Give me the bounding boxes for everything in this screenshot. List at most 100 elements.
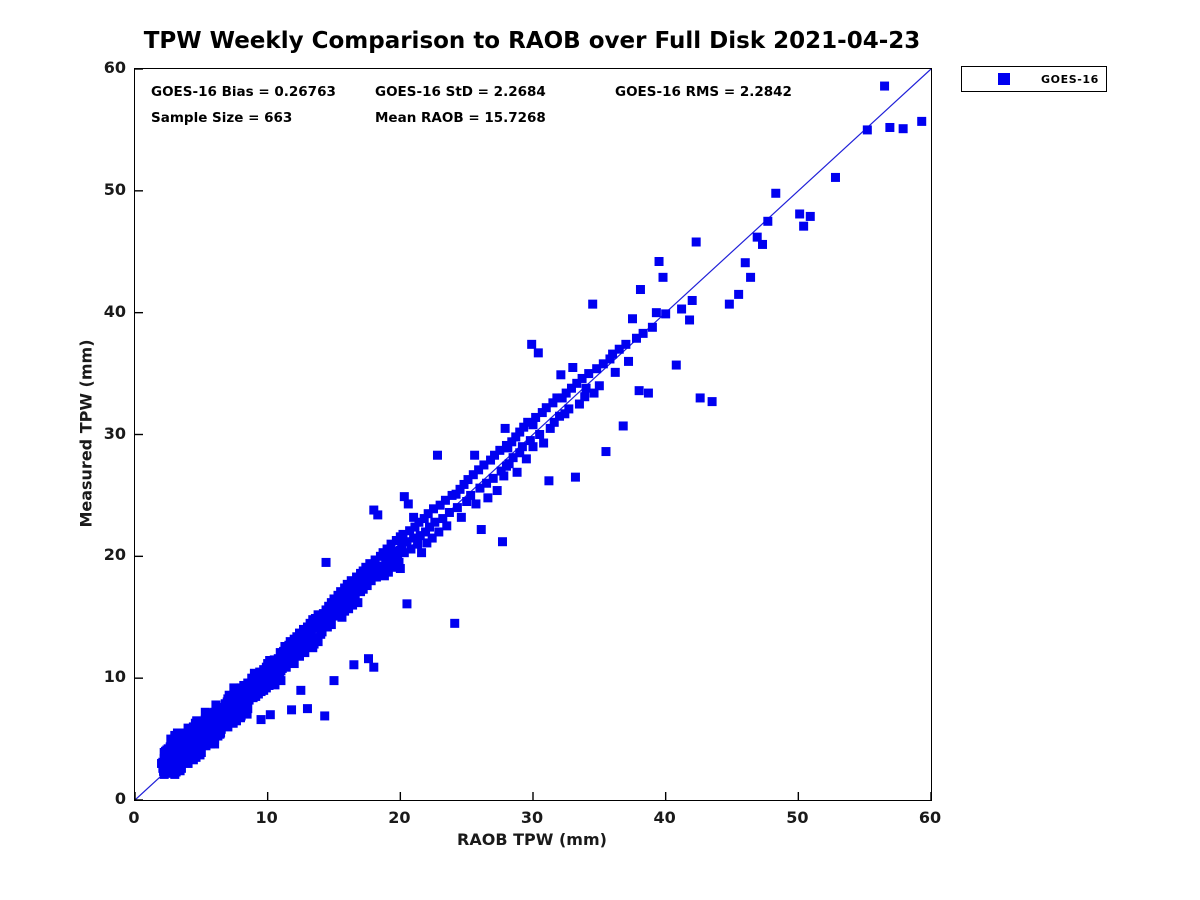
scatter-point	[334, 603, 344, 613]
chart-title: TPW Weekly Comparison to RAOB over Full …	[143, 28, 921, 54]
scatter-plot-canvas	[135, 69, 931, 800]
scatter-point	[661, 309, 671, 319]
scatter-point	[444, 507, 454, 517]
scatter-point	[212, 717, 222, 727]
scatter-point	[382, 544, 392, 554]
scatter-point	[377, 564, 387, 574]
scatter-point	[549, 417, 559, 427]
scatter-point	[594, 381, 604, 391]
scatter-point	[170, 746, 180, 756]
scatter-point	[370, 555, 380, 565]
scatter-point	[228, 705, 238, 715]
scatter-point	[511, 432, 521, 442]
x-tick-label: 10	[255, 808, 278, 827]
scatter-point	[499, 471, 509, 481]
scatter-point	[410, 522, 420, 532]
scatter-point	[752, 232, 762, 242]
scatter-point	[654, 256, 664, 266]
scatter-point	[390, 562, 400, 572]
scatter-point	[195, 750, 205, 760]
scatter-point	[459, 479, 469, 489]
scatter-point	[223, 722, 233, 732]
scatter-point	[503, 443, 513, 453]
scatter-point	[528, 442, 538, 452]
y-tick-label: 40	[103, 301, 126, 321]
scatter-point	[628, 314, 637, 324]
scatter-point	[614, 344, 624, 354]
scatter-point	[402, 537, 412, 547]
scatter-point	[830, 172, 840, 182]
scatter-point	[159, 747, 169, 757]
scatter-point	[496, 466, 506, 476]
scatter-point	[466, 490, 476, 500]
stat-sample-size: Sample Size = 663	[151, 110, 293, 126]
x-tick-label: 40	[653, 808, 676, 827]
scatter-point	[281, 662, 291, 672]
scatter-point	[337, 612, 347, 622]
scatter-point	[517, 442, 527, 452]
scatter-point	[295, 651, 305, 661]
scatter-point	[651, 308, 661, 318]
scatter-point	[317, 627, 327, 637]
scatter-point	[170, 765, 180, 775]
scatter-point	[237, 705, 247, 715]
scatter-point	[468, 470, 478, 480]
scatter-point	[397, 540, 407, 550]
scatter-point	[695, 393, 705, 403]
scatter-point	[186, 749, 196, 759]
scatter-point	[405, 526, 415, 536]
scatter-point	[246, 687, 256, 697]
scatter-point	[527, 339, 537, 349]
scatter-point	[531, 412, 541, 422]
scatter-point	[267, 671, 277, 681]
scatter-point	[386, 539, 396, 549]
scatter-point	[451, 489, 461, 499]
scatter-point	[220, 709, 230, 719]
stat-std: GOES-16 StD = 2.2684	[375, 84, 546, 100]
scatter-point	[421, 527, 431, 537]
plot-area: GOES-16 Bias = 0.26763 GOES-16 StD = 2.2…	[134, 68, 932, 801]
y-tick-label: 30	[103, 423, 126, 443]
legend-series-label: GOES-16	[1041, 72, 1099, 86]
scatter-point	[521, 454, 531, 464]
scatter-point	[638, 328, 648, 338]
scatter-point	[734, 289, 744, 299]
scatter-point	[363, 570, 373, 580]
scatter-point	[414, 517, 424, 527]
scatter-point	[631, 333, 641, 343]
scatter-point	[270, 680, 280, 690]
scatter-point	[691, 237, 701, 247]
scatter-point	[572, 378, 582, 388]
scatter-point	[429, 504, 438, 514]
scatter-point	[624, 356, 634, 366]
scatter-point	[438, 514, 448, 524]
scatter-point	[383, 567, 393, 577]
scatter-point	[373, 510, 383, 520]
scatter-point	[363, 654, 373, 664]
scatter-point	[621, 339, 631, 349]
scatter-point	[470, 450, 480, 460]
stat-rms: GOES-16 RMS = 2.2842	[615, 84, 792, 100]
scatter-point	[440, 495, 450, 505]
scatter-point	[495, 445, 505, 455]
scatter-point	[515, 448, 525, 458]
scatter-point	[507, 437, 517, 447]
scatter-point	[740, 258, 750, 268]
scatter-point	[184, 740, 194, 750]
scatter-point	[242, 709, 252, 719]
scatter-point	[497, 537, 507, 547]
scatter-point	[442, 521, 452, 531]
scatter-point	[435, 500, 445, 510]
scatter-point	[568, 362, 578, 372]
scatter-point	[483, 493, 493, 503]
scatter-point	[885, 122, 895, 132]
scatter-point	[287, 705, 297, 715]
scatter-point	[257, 676, 267, 686]
scatter-point	[399, 492, 409, 502]
legend-marker-square-icon	[998, 73, 1010, 85]
scatter-point	[805, 211, 815, 221]
scatter-point	[273, 663, 283, 673]
stat-mean-raob: Mean RAOB = 15.7268	[375, 110, 546, 126]
y-tick-label: 60	[103, 58, 126, 77]
scatter-point	[249, 676, 259, 686]
